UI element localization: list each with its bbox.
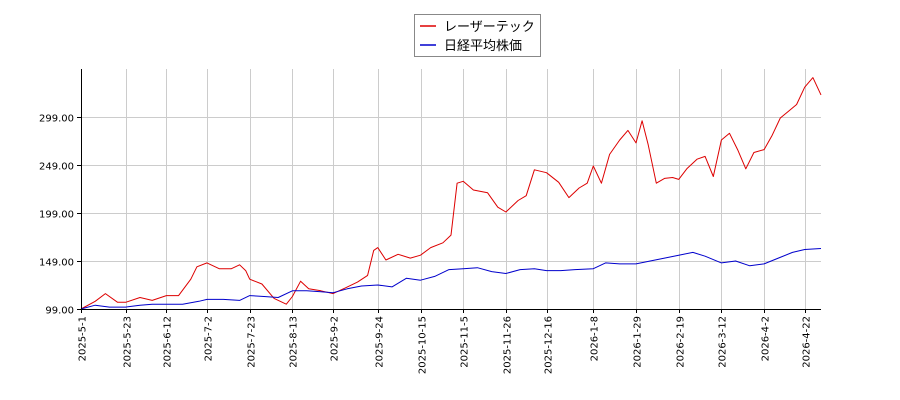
series-line-lasertec: [80, 77, 822, 310]
x-tick-label: 2025-12-16: [544, 316, 555, 374]
y-tick-label: 149.00: [39, 258, 74, 269]
x-tick-label: 2026-3-12: [718, 316, 729, 368]
x-tick-label: 2026-1-8: [590, 316, 601, 361]
x-tick-label: 2026-4-22: [802, 316, 813, 368]
legend-box: [414, 14, 541, 57]
axes: 2025-5-1 2025-5-23 2025-6-12 2025-7-2 2025-7…: [39, 69, 821, 374]
x-tick-label: 2026-2-19: [676, 316, 687, 368]
x-tick-label: 2025-11-26: [503, 316, 514, 374]
x-tick-label: 2025-10-15: [418, 316, 429, 374]
legend-label: 日経平均株価: [444, 39, 522, 54]
x-tick-label: 2025-7-23: [247, 316, 258, 368]
x-tick-label: 2025-5-23: [123, 316, 134, 368]
legend-label: レーザーテック: [444, 20, 535, 35]
x-tick-label: 2025-9-24: [375, 316, 386, 368]
y-tick-label: 99.00: [45, 306, 74, 317]
y-tick-label: 199.00: [39, 210, 74, 221]
series-layer: [80, 77, 822, 310]
x-tick-label: 2025-5-1: [78, 316, 89, 361]
grid: [81, 69, 821, 310]
x-tick-label: 2026-1-29: [633, 316, 644, 368]
y-tick-label: 249.00: [39, 162, 74, 173]
x-tick-label: 2025-11-5: [460, 316, 471, 368]
x-tick-label: 2025-9-2: [330, 316, 341, 361]
series-line-nikkei: [80, 248, 822, 310]
y-tick-label: 299.00: [39, 114, 74, 125]
x-tick-label: 2026-4-2: [761, 316, 772, 361]
x-tick-label: 2025-8-13: [289, 316, 300, 368]
x-tick-label: 2025-7-2: [204, 316, 215, 361]
x-tick-label: 2025-6-12: [163, 316, 174, 368]
